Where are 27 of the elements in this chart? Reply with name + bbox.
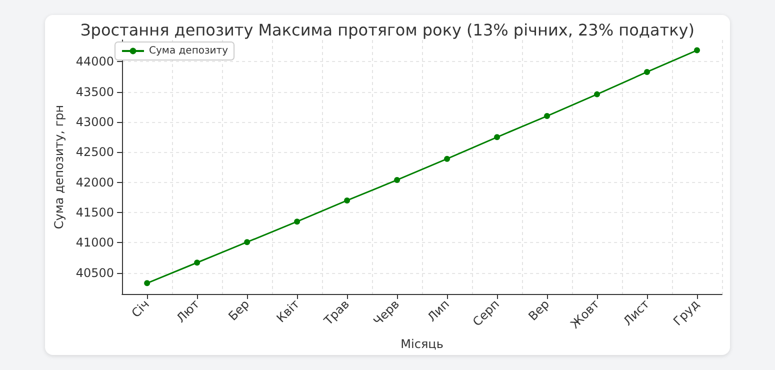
y-tick-label: 43000: [76, 115, 114, 130]
x-tick-label: Січ: [128, 297, 152, 320]
point: [344, 197, 350, 204]
point: [644, 68, 650, 75]
chart-title: Зростання депозиту Максима протягом року (13% річних, 23% податку): [80, 20, 694, 40]
point: [294, 218, 300, 225]
y-tick-label: 43500: [76, 84, 114, 99]
point: [244, 239, 250, 246]
point: [594, 91, 600, 98]
legend-label: Сума депозиту: [149, 46, 228, 56]
point: [544, 113, 550, 120]
x-tick-label: Бер: [226, 297, 252, 324]
point: [194, 260, 200, 266]
y-tick-label: 40500: [76, 266, 114, 280]
y-axis-title: Сума депозиту, грн: [52, 104, 66, 230]
y-tick-label: 42000: [76, 175, 114, 190]
x-tick-label: Вер: [526, 297, 552, 324]
y-tick-label: 42500: [76, 145, 114, 160]
point: [144, 280, 150, 286]
point: [444, 156, 450, 162]
point: [394, 176, 400, 183]
point: [694, 47, 700, 54]
point: [494, 134, 500, 140]
y-tick-label: 44000: [76, 54, 114, 69]
y-tick-label: 41500: [76, 206, 114, 220]
y-tick-label: 41000: [76, 236, 114, 250]
x-axis-title: Місяць: [400, 337, 444, 351]
